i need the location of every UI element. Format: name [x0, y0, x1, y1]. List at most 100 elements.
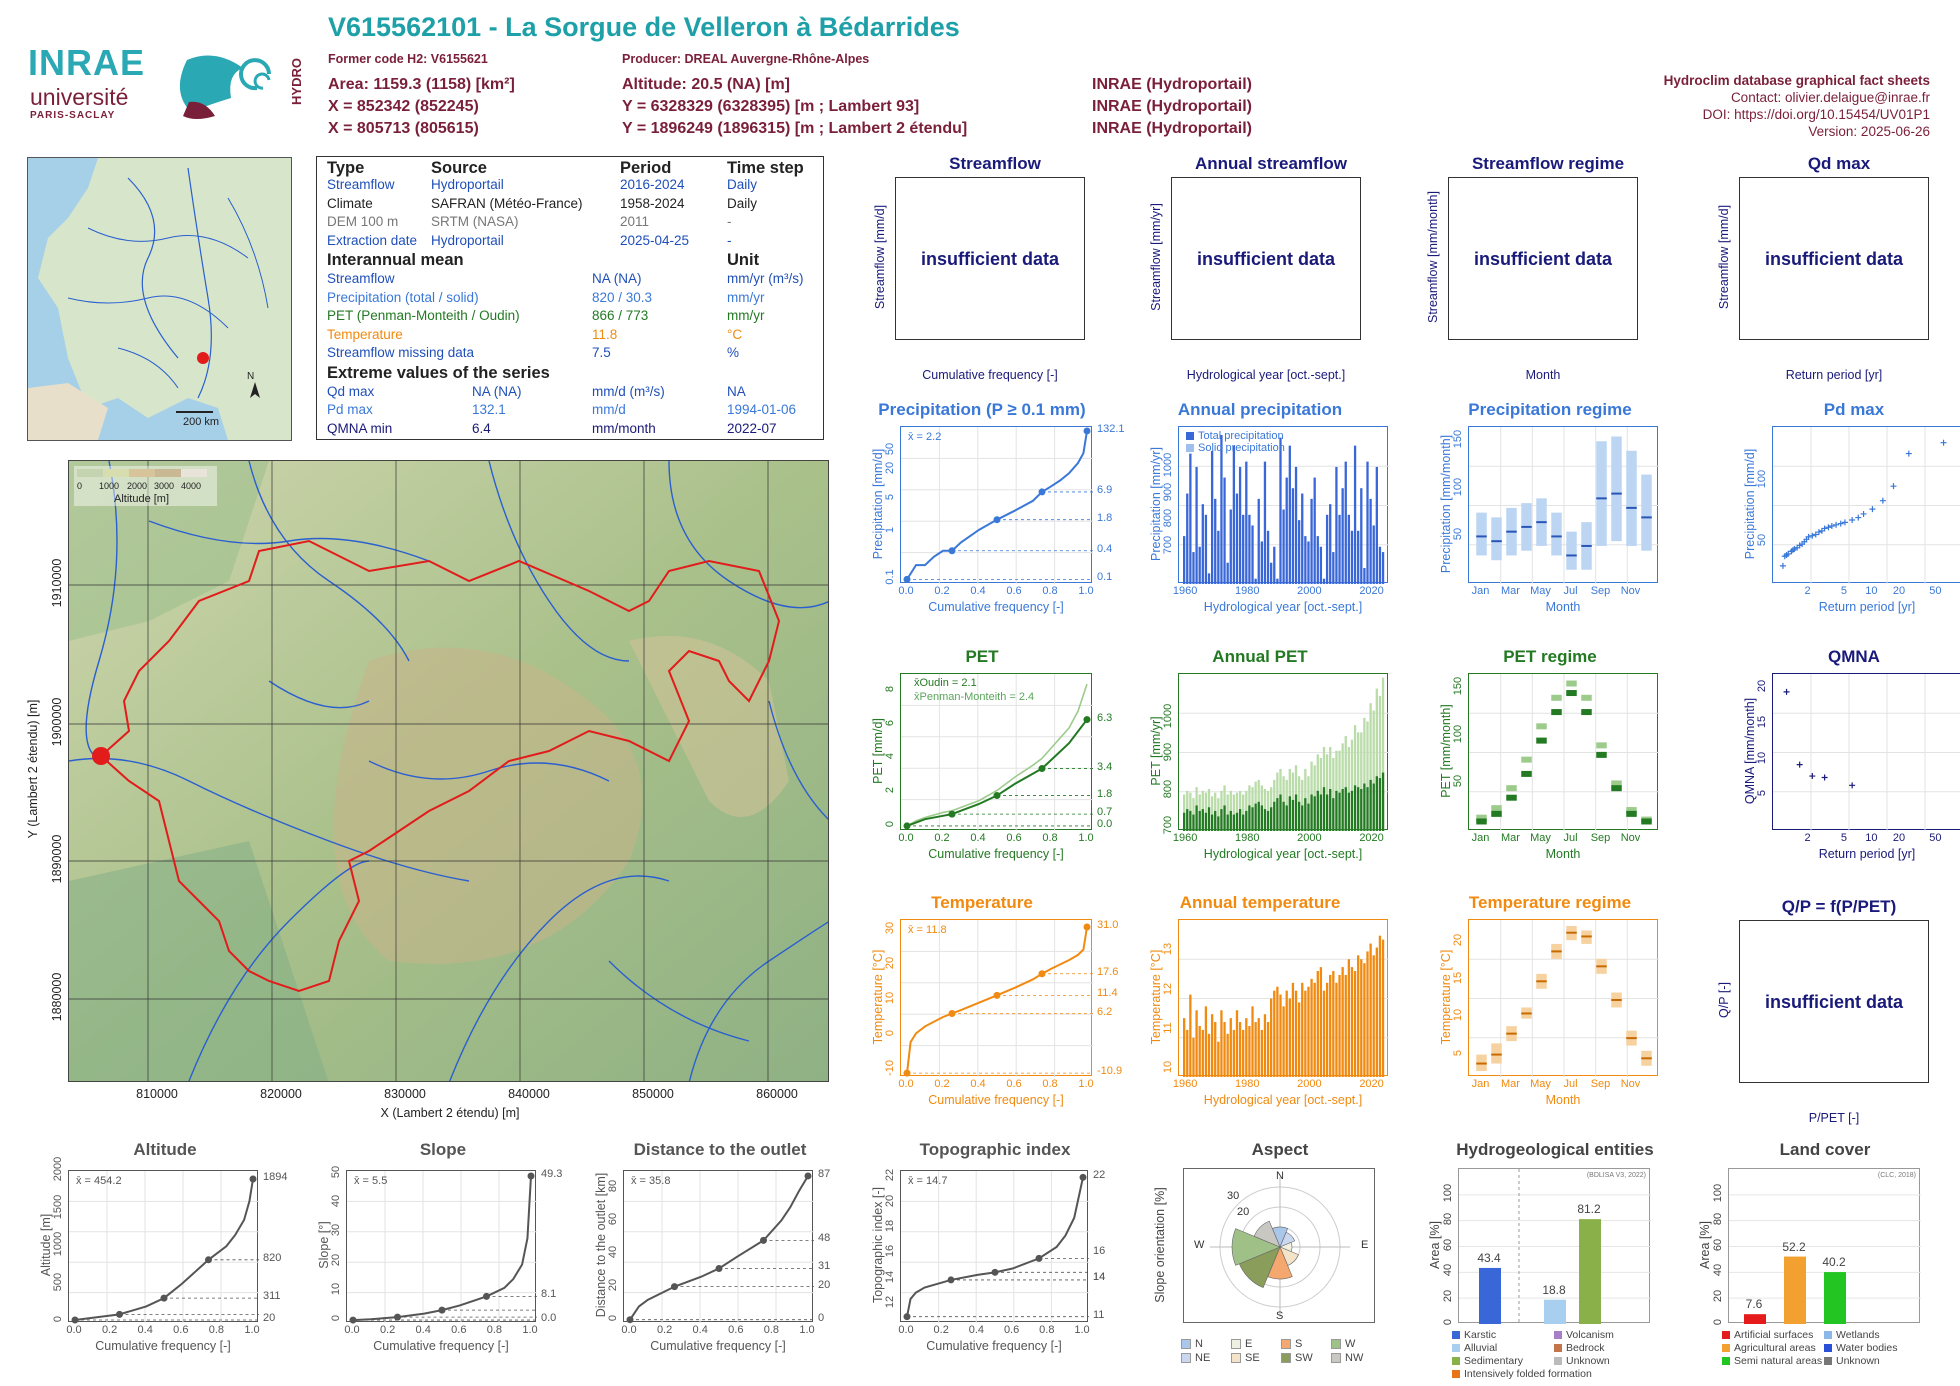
year-bar [1372, 710, 1375, 831]
month-pm-mark [1476, 814, 1487, 821]
legend-label: Intensively folded formation [1464, 1368, 1592, 1380]
year-bar [1363, 783, 1366, 831]
y-tick-label: 5 [1756, 790, 1768, 797]
extreme-row-cell-1: 132.1 [472, 402, 506, 417]
x-tick-label: 20 [1892, 585, 1906, 597]
doi-link[interactable]: DOI: https://doi.org/10.15454/UV01P1 [1702, 107, 1930, 122]
year-bar [1363, 963, 1366, 1077]
year-bar [1350, 790, 1354, 831]
pet-regime-svg [1469, 674, 1659, 831]
year-bar [1189, 453, 1192, 584]
minimap-svg [28, 158, 291, 440]
year-bar [1198, 1025, 1201, 1077]
month-oudin-mark [1506, 794, 1517, 801]
contact-link[interactable]: Contact: olivier.delaigue@inrae.fr [1730, 90, 1930, 105]
month-pm-mark [1521, 756, 1532, 763]
year-bar [1288, 796, 1291, 831]
year-bar [1329, 974, 1332, 1077]
year-bar [1335, 982, 1338, 1077]
month-oudin-mark [1551, 709, 1562, 716]
year-bar [1226, 814, 1229, 831]
quartile-point [991, 1268, 999, 1276]
x-tick-label: 2000 [1297, 1078, 1322, 1090]
distance-cdf-svg [624, 1171, 814, 1324]
year-bar [1291, 488, 1295, 584]
precip-regime-svg [1469, 427, 1659, 584]
annual-precip-plot-area [1178, 426, 1389, 584]
extreme-row-cell-3: 2022-07 [727, 420, 777, 436]
year-bar [1257, 801, 1260, 831]
year-bar [1282, 801, 1285, 831]
year-bar [1350, 967, 1354, 1077]
annual-temp-panel: Annual temperature Temperature [°C] Hydrol… [1140, 893, 1389, 1123]
legend-label: Total precipitation [1198, 430, 1284, 442]
x-tick-label: Jan [1471, 1078, 1490, 1090]
year-bar [1235, 792, 1239, 831]
annual-precip-ylabel: Precipitation [mm/yr] [1149, 446, 1163, 561]
legend-label: E [1245, 1338, 1253, 1350]
year-bar [1360, 959, 1363, 1077]
year-bar [1229, 1018, 1232, 1077]
year-bar [1322, 990, 1326, 1077]
insufficient-data-msg: insufficient data [1473, 248, 1612, 269]
source-1: INRAE (Hydroportail) [1092, 76, 1252, 93]
pet-regime-panel: PET regime PET [mm/month] Month 50 100 150 Jan… [1430, 647, 1670, 877]
altitude-cdf-ylabel: Altitude [m] [39, 1213, 53, 1277]
year-bar [1245, 790, 1248, 831]
qmna-panel: QMNA QMNA [mm/month] Return period [yr] 5 10… [1734, 647, 1960, 877]
table-header-row: Type Source Period Time step [327, 159, 817, 177]
aspect-sector-nw [1253, 1220, 1281, 1248]
mean-row: PET (Penman-Monteith / Oudin) 866 / 773 mm… [327, 308, 817, 326]
y-tick-label: 8 [884, 685, 896, 692]
x-tick-label: Sep [1590, 1078, 1611, 1090]
landcover-panel: Land cover 7.6 52.2 40.2 0 20 40 60 80 100 Area [%… [1690, 1140, 1960, 1386]
x-tick-label: 0.4 [970, 832, 986, 844]
year-bar [1347, 959, 1351, 1077]
percent-bar [1744, 1314, 1766, 1324]
x-tick-label: 1.0 [1078, 585, 1094, 597]
altitude-cdf-panel: Altitude Altitude [m] Cumulative frequency… [39, 1140, 290, 1380]
year-bar [1260, 541, 1263, 584]
x-tick-label: Mar [1501, 585, 1520, 597]
legend-item: Alluvial [1452, 1342, 1497, 1354]
x-tick-label: 2000 [1297, 832, 1322, 844]
year-bar [1238, 809, 1242, 831]
x-tick-label: 0.2 [656, 1324, 673, 1336]
slope-cdf-plot-area [346, 1170, 537, 1324]
legend-swatch [1722, 1357, 1730, 1366]
aspect-plot-area [1183, 1168, 1375, 1323]
legend-swatch [1452, 1344, 1460, 1353]
temp-cdf-svg [901, 920, 1093, 1077]
year-bar [1248, 514, 1251, 584]
mean-row-cell-1: 820 / 30.3 [592, 289, 653, 305]
year-bar [1369, 703, 1372, 831]
legend-item: SW [1281, 1352, 1313, 1364]
map-ytick-4: 1880000 [50, 972, 64, 1022]
x-tick-label: 0.4 [137, 1324, 153, 1336]
quartile-point [993, 792, 1001, 800]
slope-cdf-xlabel: Cumulative frequency [-] [373, 1339, 509, 1353]
year-bar [1204, 1006, 1208, 1077]
year-bar [1344, 787, 1347, 831]
x-tick-label: 0.0 [621, 1324, 637, 1336]
year-bar [1360, 789, 1363, 831]
source-row-cell-2: 2025-04-25 [620, 232, 690, 248]
year-bar [1254, 578, 1257, 584]
year-bar [1335, 466, 1338, 584]
x-tick-label: 2020 [1359, 1078, 1384, 1090]
quartile-point [116, 1310, 123, 1318]
year-bar [1319, 967, 1323, 1077]
month-range-box [1626, 450, 1637, 546]
bar-value-label: 43.4 [1477, 1250, 1501, 1265]
panel-ylabel: Streamflow [mm/d] [873, 204, 887, 310]
source-row-cell-3: Daily [727, 195, 758, 211]
topo-cdf-svg [901, 1171, 1089, 1323]
x-tick-label: May [1530, 585, 1551, 597]
year-bar [1183, 1018, 1186, 1077]
year-bar [1201, 809, 1204, 831]
temp-cdf-ylabel: Temperature [°C] [871, 949, 885, 1044]
x-tick-label: 1.0 [1078, 1078, 1094, 1090]
year-bar [1223, 1022, 1226, 1077]
catchment-boundary [99, 539, 781, 993]
legend-label: S [1295, 1338, 1303, 1350]
